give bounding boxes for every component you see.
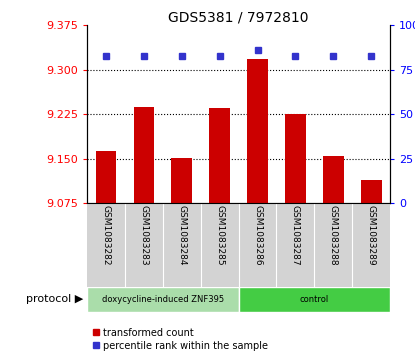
Bar bbox=[87, 287, 239, 312]
Text: GSM1083289: GSM1083289 bbox=[367, 205, 376, 266]
Text: GSM1083283: GSM1083283 bbox=[139, 205, 149, 266]
Bar bbox=[209, 109, 230, 203]
Text: GSM1083285: GSM1083285 bbox=[215, 205, 224, 266]
Title: GDS5381 / 7972810: GDS5381 / 7972810 bbox=[168, 10, 309, 24]
Text: GSM1083284: GSM1083284 bbox=[177, 205, 186, 265]
Text: GSM1083286: GSM1083286 bbox=[253, 205, 262, 266]
Bar bbox=[96, 151, 117, 203]
Bar bbox=[361, 180, 381, 203]
Text: doxycycline-induced ZNF395: doxycycline-induced ZNF395 bbox=[102, 295, 224, 304]
Bar bbox=[134, 107, 154, 203]
Text: GSM1083288: GSM1083288 bbox=[329, 205, 338, 266]
Bar bbox=[247, 59, 268, 203]
Legend: transformed count, percentile rank within the sample: transformed count, percentile rank withi… bbox=[88, 324, 272, 355]
Bar bbox=[285, 114, 306, 203]
Text: control: control bbox=[300, 295, 329, 304]
Text: protocol ▶: protocol ▶ bbox=[26, 294, 83, 305]
Bar bbox=[323, 156, 344, 203]
Text: GSM1083287: GSM1083287 bbox=[291, 205, 300, 266]
Bar bbox=[239, 287, 390, 312]
Text: GSM1083282: GSM1083282 bbox=[102, 205, 110, 265]
Bar bbox=[171, 158, 192, 203]
